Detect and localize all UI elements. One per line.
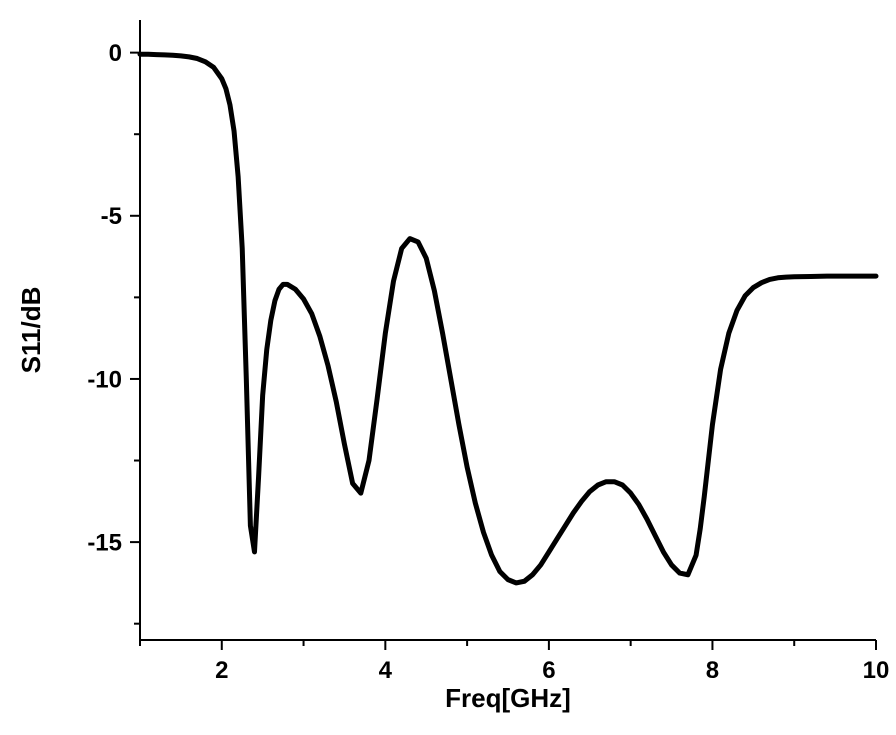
x-axis-label: Freq[GHz] [445,683,571,713]
x-tick-label: 2 [215,657,228,684]
x-tick-label: 4 [379,657,393,684]
s11-chart: 2 4 6 8 10 -15 -10 -5 0 Freq[GHz] S11/dB [0,0,896,735]
x-tick-label: 10 [863,657,890,684]
x-tick-label: 6 [542,657,555,684]
y-tick-label: -15 [87,530,122,557]
chart-svg: 2 4 6 8 10 -15 -10 -5 0 Freq[GHz] S11/dB [0,0,896,735]
y-tick-label: -5 [101,203,122,230]
y-axis-label: S11/dB [16,287,46,374]
y-tick-label: 0 [109,40,122,67]
s11-line [140,54,876,583]
y-tick-label: -10 [87,366,122,393]
x-tick-label: 8 [706,657,719,684]
